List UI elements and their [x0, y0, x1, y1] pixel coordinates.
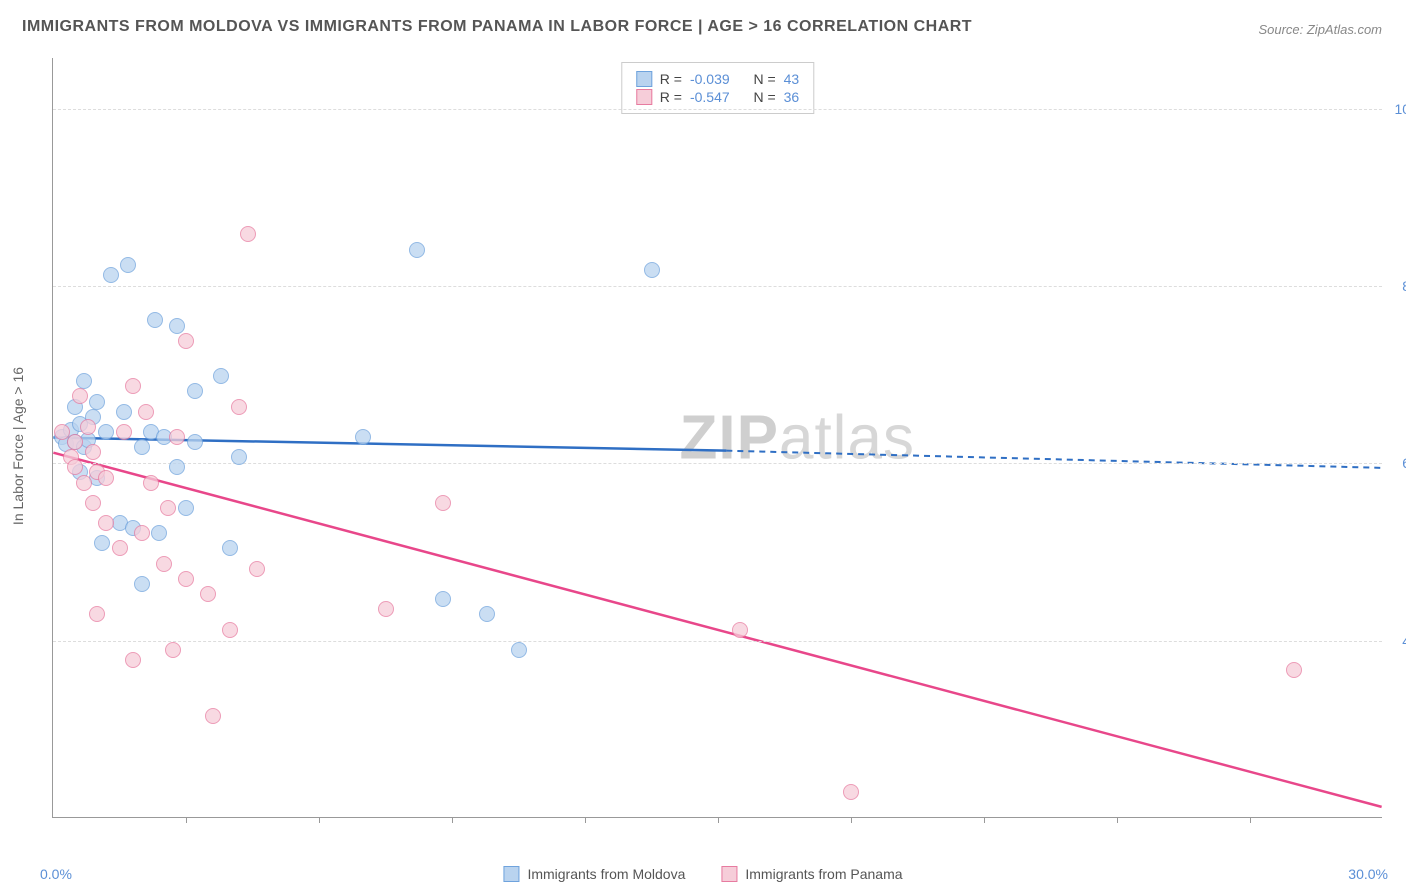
scatter-point [125, 652, 141, 668]
scatter-point [644, 262, 660, 278]
legend-item-moldova: Immigrants from Moldova [503, 866, 685, 882]
scatter-point [134, 576, 150, 592]
scatter-point [222, 540, 238, 556]
x-tick [718, 817, 719, 823]
scatter-point [112, 540, 128, 556]
series-name-panama: Immigrants from Panama [745, 866, 902, 882]
source-attribution: Source: ZipAtlas.com [1258, 22, 1382, 37]
scatter-point [116, 424, 132, 440]
scatter-point [76, 475, 92, 491]
scatter-point [222, 622, 238, 638]
scatter-point [143, 475, 159, 491]
scatter-point [169, 459, 185, 475]
scatter-point [165, 642, 181, 658]
scatter-point [169, 318, 185, 334]
scatter-point [160, 500, 176, 516]
scatter-point [72, 388, 88, 404]
scatter-point [378, 601, 394, 617]
scatter-point [156, 556, 172, 572]
scatter-point [1286, 662, 1302, 678]
x-tick [851, 817, 852, 823]
scatter-point [732, 622, 748, 638]
scatter-point [85, 444, 101, 460]
scatter-point [89, 394, 105, 410]
scatter-point [169, 429, 185, 445]
x-tick [186, 817, 187, 823]
scatter-point [435, 591, 451, 607]
scatter-point [67, 459, 83, 475]
chart-container: IMMIGRANTS FROM MOLDOVA VS IMMIGRANTS FR… [0, 0, 1406, 892]
scatter-point [409, 242, 425, 258]
scatter-point [843, 784, 859, 800]
y-axis-title: In Labor Force | Age > 16 [10, 367, 26, 525]
scatter-point [134, 525, 150, 541]
scatter-point [435, 495, 451, 511]
scatter-point [213, 368, 229, 384]
scatter-point [178, 571, 194, 587]
x-tick [984, 817, 985, 823]
scatter-point [134, 439, 150, 455]
gridline [53, 109, 1382, 110]
scatter-point [511, 642, 527, 658]
x-tick [319, 817, 320, 823]
x-tick [1117, 817, 1118, 823]
scatter-point [178, 333, 194, 349]
scatter-point [151, 525, 167, 541]
scatter-point [103, 267, 119, 283]
scatter-point [355, 429, 371, 445]
y-tick-label: 82.5% [1388, 278, 1406, 294]
scatter-point [116, 404, 132, 420]
scatter-point [178, 500, 194, 516]
y-tick-label: 65.0% [1388, 455, 1406, 471]
scatter-point [76, 373, 92, 389]
scatter-point [89, 606, 105, 622]
x-tick [452, 817, 453, 823]
scatter-point [249, 561, 265, 577]
scatter-point [80, 419, 96, 435]
series-name-moldova: Immigrants from Moldova [527, 866, 685, 882]
scatter-point [205, 708, 221, 724]
legend-item-panama: Immigrants from Panama [721, 866, 902, 882]
scatter-point [479, 606, 495, 622]
gridline [53, 286, 1382, 287]
plot-area: ZIPatlas R = -0.039 N = 43 R = -0.547 N … [52, 58, 1382, 818]
scatter-point [240, 226, 256, 242]
scatter-point [187, 383, 203, 399]
gridline [53, 463, 1382, 464]
y-tick-label: 47.5% [1388, 633, 1406, 649]
scatter-point [125, 378, 141, 394]
scatter-point [67, 434, 83, 450]
scatter-point [120, 257, 136, 273]
gridline [53, 641, 1382, 642]
scatter-point [187, 434, 203, 450]
series-legend: Immigrants from Moldova Immigrants from … [503, 866, 902, 882]
scatter-point [98, 424, 114, 440]
swatch-moldova [503, 866, 519, 882]
scatter-point [231, 449, 247, 465]
x-tick [585, 817, 586, 823]
scatter-point [147, 312, 163, 328]
scatter-point [94, 535, 110, 551]
scatter-point [98, 515, 114, 531]
x-axis-min-label: 0.0% [40, 866, 72, 882]
x-axis-max-label: 30.0% [1348, 866, 1388, 882]
scatter-point [231, 399, 247, 415]
scatter-point [200, 586, 216, 602]
y-tick-label: 100.0% [1388, 101, 1406, 117]
swatch-panama [721, 866, 737, 882]
x-tick [1250, 817, 1251, 823]
trend-lines [53, 58, 1382, 817]
scatter-point [138, 404, 154, 420]
chart-title: IMMIGRANTS FROM MOLDOVA VS IMMIGRANTS FR… [22, 18, 972, 36]
scatter-point [98, 470, 114, 486]
scatter-point [85, 495, 101, 511]
